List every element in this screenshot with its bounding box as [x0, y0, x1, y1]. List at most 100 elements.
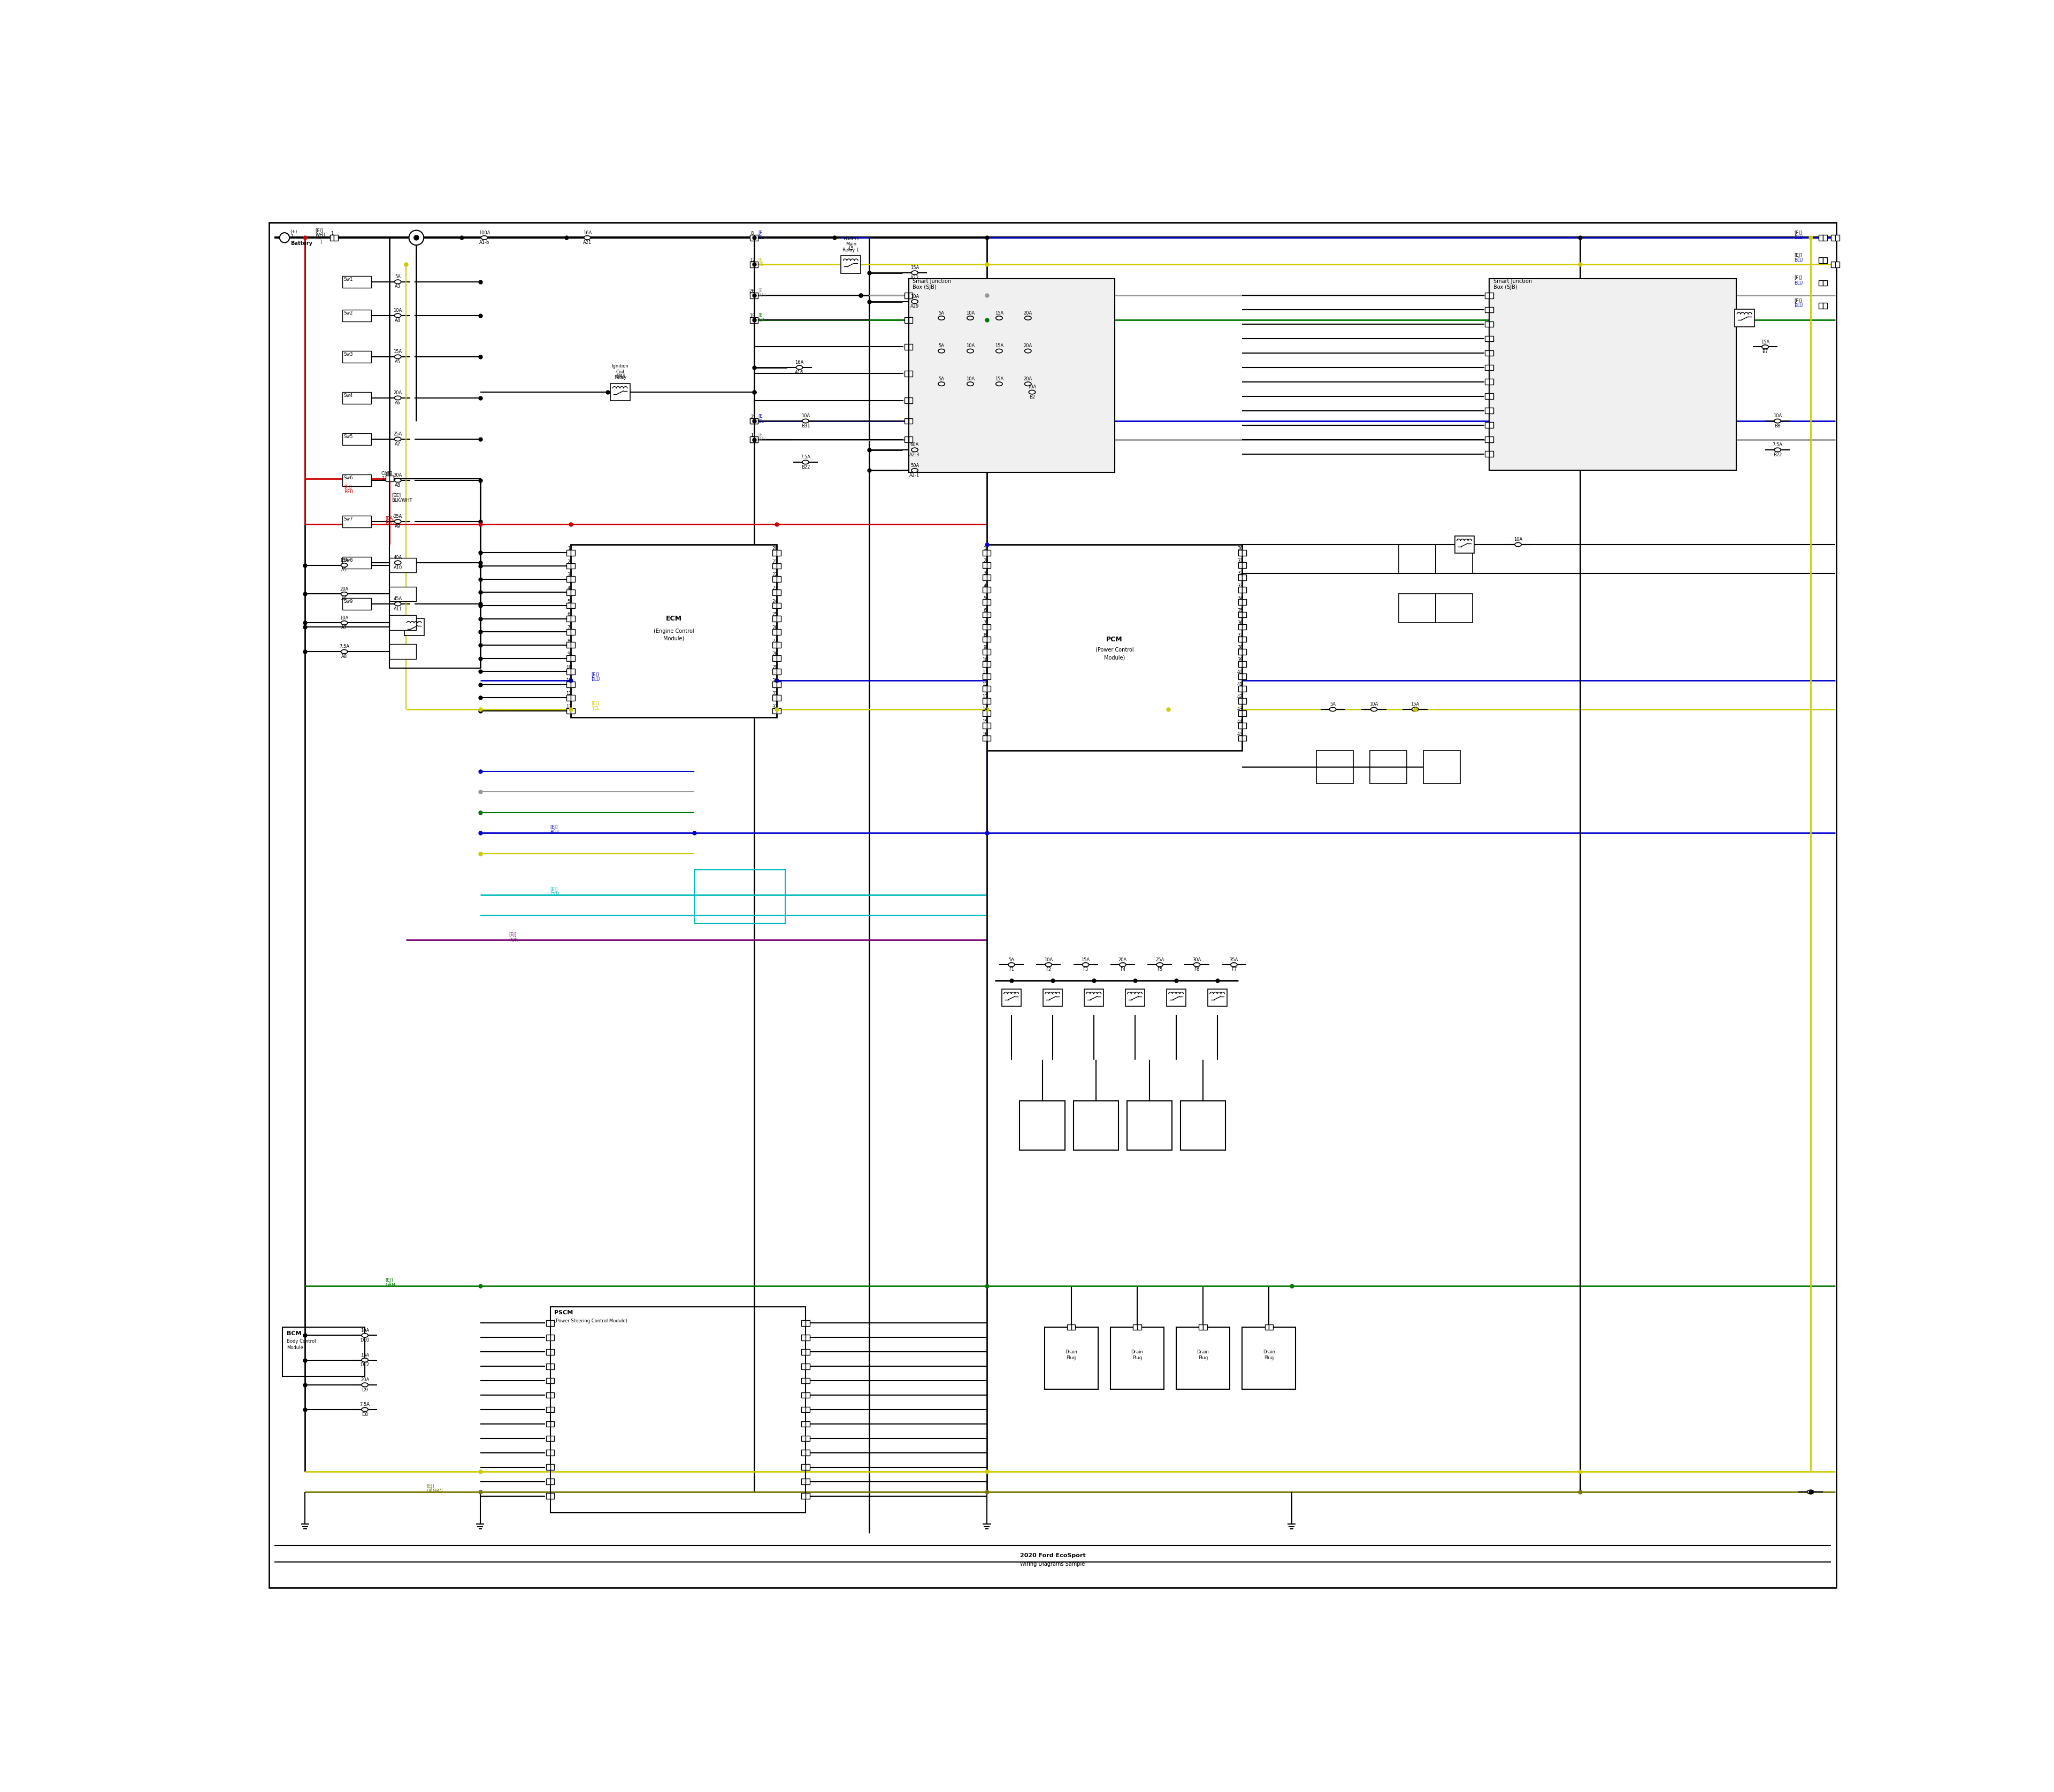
Bar	[550, 1306, 805, 1512]
Text: 7.5A: 7.5A	[1773, 443, 1783, 448]
Ellipse shape	[912, 271, 918, 274]
Bar	[986, 599, 990, 606]
Text: B2: B2	[1029, 394, 1035, 400]
Text: PGM-FI
Main
Relay 1: PGM-FI Main Relay 1	[842, 237, 859, 253]
Bar	[1818, 235, 1822, 240]
Bar	[546, 1392, 550, 1398]
Bar	[1485, 292, 1489, 297]
Text: 10A: 10A	[1370, 702, 1378, 706]
Text: [E: [E	[758, 314, 762, 317]
Text: [EJ]: [EJ]	[1793, 276, 1801, 281]
Bar	[1072, 1324, 1076, 1330]
Bar	[567, 668, 571, 674]
Ellipse shape	[803, 461, 809, 464]
Text: 11: 11	[567, 677, 571, 683]
Text: 20A: 20A	[339, 586, 349, 591]
Bar	[982, 722, 986, 729]
Text: Plug: Plug	[1263, 1355, 1273, 1360]
Text: 2: 2	[750, 414, 754, 419]
Text: 26: 26	[772, 625, 778, 631]
Bar	[908, 280, 1115, 473]
Ellipse shape	[803, 419, 809, 423]
Text: 16A: 16A	[795, 360, 803, 366]
Bar	[343, 434, 372, 444]
Bar	[1834, 235, 1838, 240]
Text: Drain: Drain	[1066, 1349, 1078, 1355]
Ellipse shape	[939, 315, 945, 321]
Bar	[986, 575, 990, 581]
Bar	[982, 636, 986, 642]
Text: [E: [E	[758, 256, 762, 262]
Text: 10A: 10A	[1043, 957, 1054, 962]
Bar	[772, 629, 776, 634]
Text: 50A: 50A	[910, 462, 918, 468]
Ellipse shape	[1808, 1489, 1814, 1495]
Bar	[982, 661, 986, 667]
Bar	[1830, 262, 1834, 267]
Ellipse shape	[394, 396, 401, 400]
Bar	[1818, 258, 1822, 263]
Bar	[801, 1349, 805, 1355]
Bar	[776, 668, 781, 674]
Bar	[386, 475, 390, 482]
Bar	[1134, 1324, 1138, 1330]
Text: Body Control: Body Control	[288, 1339, 316, 1344]
Bar	[772, 668, 776, 674]
Text: 22: 22	[772, 573, 778, 577]
Bar	[1126, 989, 1144, 1007]
Text: 34: 34	[1237, 595, 1243, 600]
Bar	[776, 629, 781, 634]
Bar	[1239, 588, 1243, 593]
Text: A6: A6	[394, 400, 401, 405]
Text: 44: 44	[1237, 719, 1243, 724]
Bar	[1485, 409, 1489, 414]
Bar	[1822, 235, 1826, 240]
Text: D12: D12	[359, 1362, 370, 1367]
Bar	[772, 616, 776, 622]
Bar	[1243, 649, 1247, 654]
Bar	[567, 629, 571, 634]
Text: B7: B7	[1762, 349, 1768, 355]
Bar	[1239, 699, 1243, 704]
Bar	[805, 1450, 809, 1455]
Ellipse shape	[1156, 962, 1163, 966]
Bar	[982, 599, 986, 606]
Bar	[1317, 751, 1354, 783]
Text: Sw4: Sw4	[343, 392, 353, 398]
Bar	[1265, 1324, 1269, 1330]
Text: [EJ]: [EJ]	[550, 887, 559, 892]
Text: 10A: 10A	[1027, 385, 1037, 389]
Bar	[982, 699, 986, 704]
Text: 29: 29	[772, 665, 778, 670]
Text: [EJ]: [EJ]	[345, 484, 351, 489]
Text: Sw5: Sw5	[343, 434, 353, 439]
Bar	[571, 681, 575, 688]
Bar	[986, 550, 990, 556]
Text: (Power Steering Control Module): (Power Steering Control Module)	[555, 1319, 629, 1322]
Text: 15A: 15A	[339, 557, 349, 563]
Text: Wiring Diagrams Sample: Wiring Diagrams Sample	[1021, 1561, 1085, 1566]
Text: F2: F2	[1045, 968, 1052, 971]
Text: Ignition
Coil
Relay: Ignition Coil Relay	[612, 364, 629, 380]
Text: [EI]: [EI]	[316, 228, 322, 233]
Bar	[571, 602, 575, 609]
Bar	[546, 1421, 550, 1426]
Bar	[567, 550, 571, 556]
Bar	[776, 563, 781, 568]
Ellipse shape	[1329, 708, 1335, 711]
Ellipse shape	[1370, 708, 1378, 711]
Text: 30: 30	[772, 677, 778, 683]
Bar	[805, 1392, 809, 1398]
Ellipse shape	[912, 299, 918, 303]
Text: 100A: 100A	[479, 231, 491, 235]
Bar	[776, 577, 781, 582]
Text: [E: [E	[758, 432, 762, 437]
Ellipse shape	[394, 437, 401, 441]
Text: 20A: 20A	[362, 1378, 370, 1382]
Bar	[1454, 536, 1475, 554]
Text: 10A: 10A	[394, 308, 403, 314]
Text: 5A: 5A	[394, 274, 401, 280]
Text: 10A: 10A	[1773, 414, 1783, 419]
Bar	[1243, 711, 1247, 717]
Text: 16: 16	[982, 731, 988, 737]
